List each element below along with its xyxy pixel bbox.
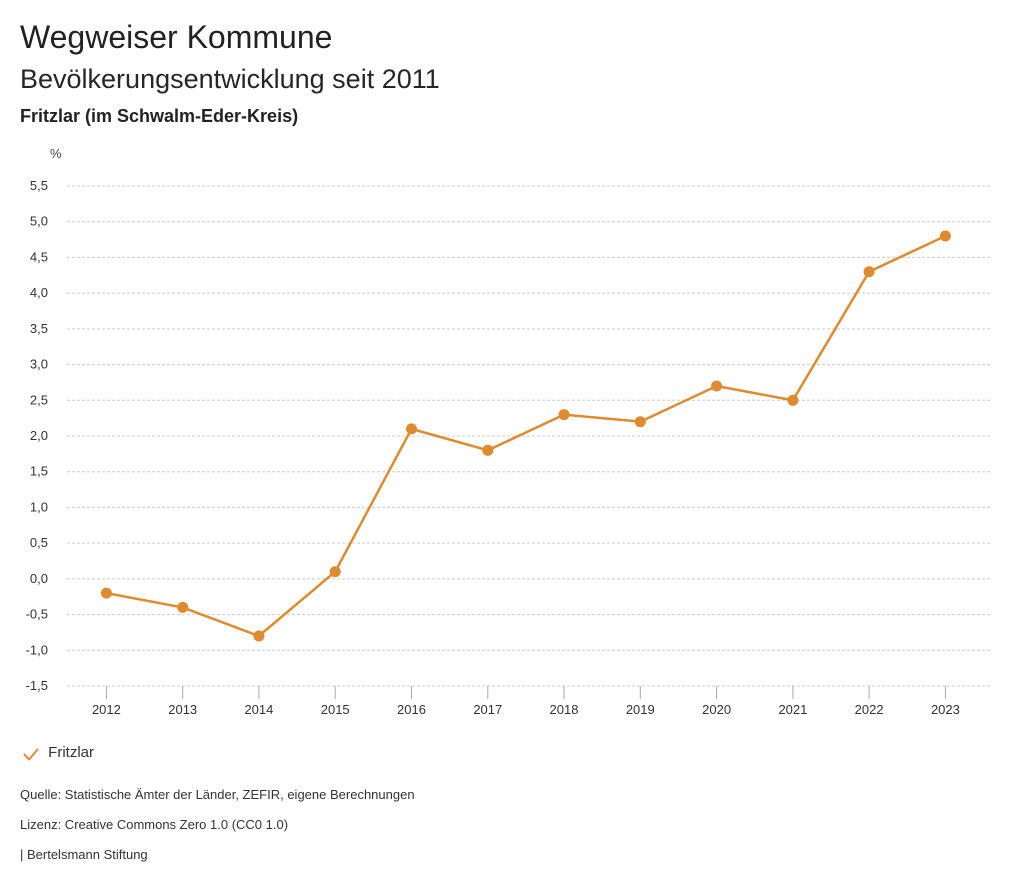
svg-text:2013: 2013 <box>168 702 197 717</box>
svg-text:2014: 2014 <box>244 702 273 717</box>
svg-text:1,0: 1,0 <box>30 499 48 514</box>
svg-text:4,5: 4,5 <box>30 249 48 264</box>
svg-text:0,0: 0,0 <box>30 571 48 586</box>
svg-text:2021: 2021 <box>778 702 807 717</box>
svg-text:2,0: 2,0 <box>30 428 48 443</box>
svg-text:5,0: 5,0 <box>30 214 48 229</box>
svg-text:4,0: 4,0 <box>30 285 48 300</box>
svg-text:2017: 2017 <box>473 702 502 717</box>
svg-text:2015: 2015 <box>321 702 350 717</box>
svg-text:3,0: 3,0 <box>30 357 48 372</box>
svg-text:5,5: 5,5 <box>30 178 48 193</box>
svg-text:2019: 2019 <box>626 702 655 717</box>
svg-text:2023: 2023 <box>931 702 960 717</box>
svg-text:2022: 2022 <box>855 702 884 717</box>
svg-text:-1,5: -1,5 <box>26 678 48 693</box>
svg-text:2018: 2018 <box>550 702 579 717</box>
svg-text:-0,5: -0,5 <box>26 607 48 622</box>
svg-text:2012: 2012 <box>92 702 121 717</box>
svg-text:2020: 2020 <box>702 702 731 717</box>
svg-text:-1,0: -1,0 <box>26 642 48 657</box>
svg-text:2,5: 2,5 <box>30 392 48 407</box>
svg-text:0,5: 0,5 <box>30 535 48 550</box>
svg-text:3,5: 3,5 <box>30 321 48 336</box>
svg-text:1,5: 1,5 <box>30 464 48 479</box>
svg-text:2016: 2016 <box>397 702 426 717</box>
